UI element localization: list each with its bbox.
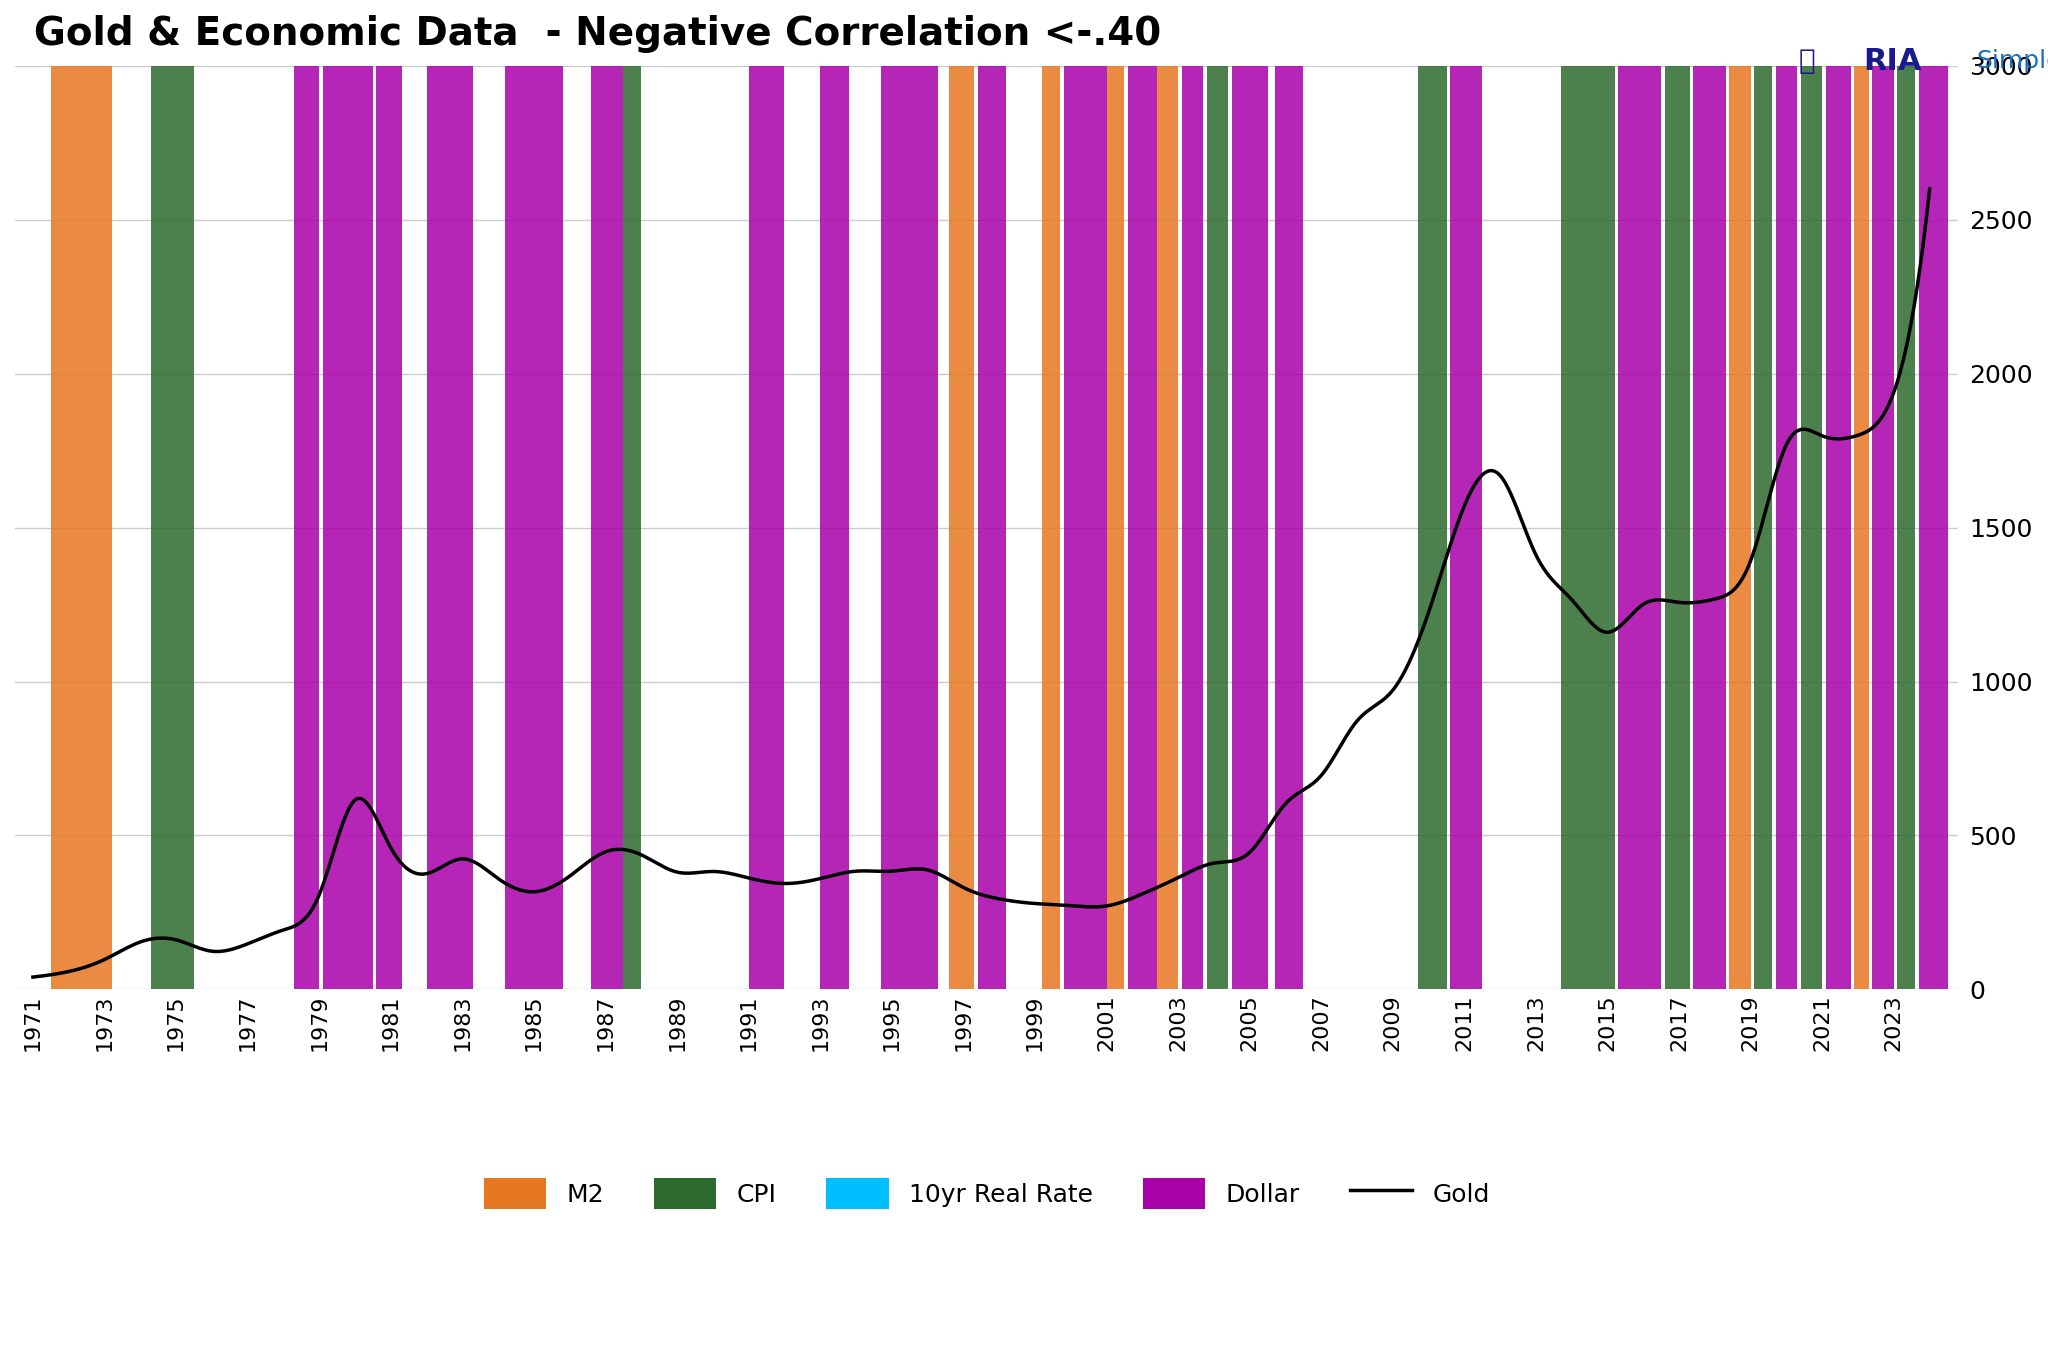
Bar [819,66,848,989]
Bar [1106,66,1124,989]
Bar [1729,66,1751,989]
Legend: M2, CPI, 10yr Real Rate, Dollar, Gold: M2, CPI, 10yr Real Rate, Dollar, Gold [473,1168,1499,1218]
Bar [324,66,373,989]
Text: Gold & Economic Data  - Negative Correlation <-.40: Gold & Economic Data - Negative Correlat… [35,15,1161,53]
Bar [1231,66,1268,989]
Bar [623,66,641,989]
Bar [51,66,113,989]
Bar [152,66,195,989]
Bar [1827,66,1851,989]
Bar [1800,66,1823,989]
Bar [1618,66,1661,989]
Bar [1665,66,1690,989]
Text: SimpleVisor: SimpleVisor [1976,49,2048,74]
Bar [1182,66,1202,989]
Bar [377,66,401,989]
Bar [948,66,975,989]
Bar [1694,66,1726,989]
Bar [1450,66,1483,989]
Bar [1561,66,1614,989]
Bar [1776,66,1798,989]
Bar [750,66,784,989]
Bar [881,66,938,989]
Bar [1274,66,1303,989]
Bar [506,66,563,989]
Bar [1855,66,1868,989]
Bar [295,66,319,989]
Text: RIA: RIA [1864,46,1923,76]
Bar [1872,66,1894,989]
Bar [1128,66,1157,989]
Bar [1063,66,1106,989]
Bar [1157,66,1178,989]
Bar [1896,66,1915,989]
Bar [1755,66,1772,989]
Bar [1206,66,1229,989]
Bar [1417,66,1446,989]
Bar [426,66,473,989]
Text: 🦅: 🦅 [1798,48,1815,75]
Bar [1919,66,1948,989]
Bar [1042,66,1061,989]
Bar [592,66,623,989]
Bar [977,66,1006,989]
